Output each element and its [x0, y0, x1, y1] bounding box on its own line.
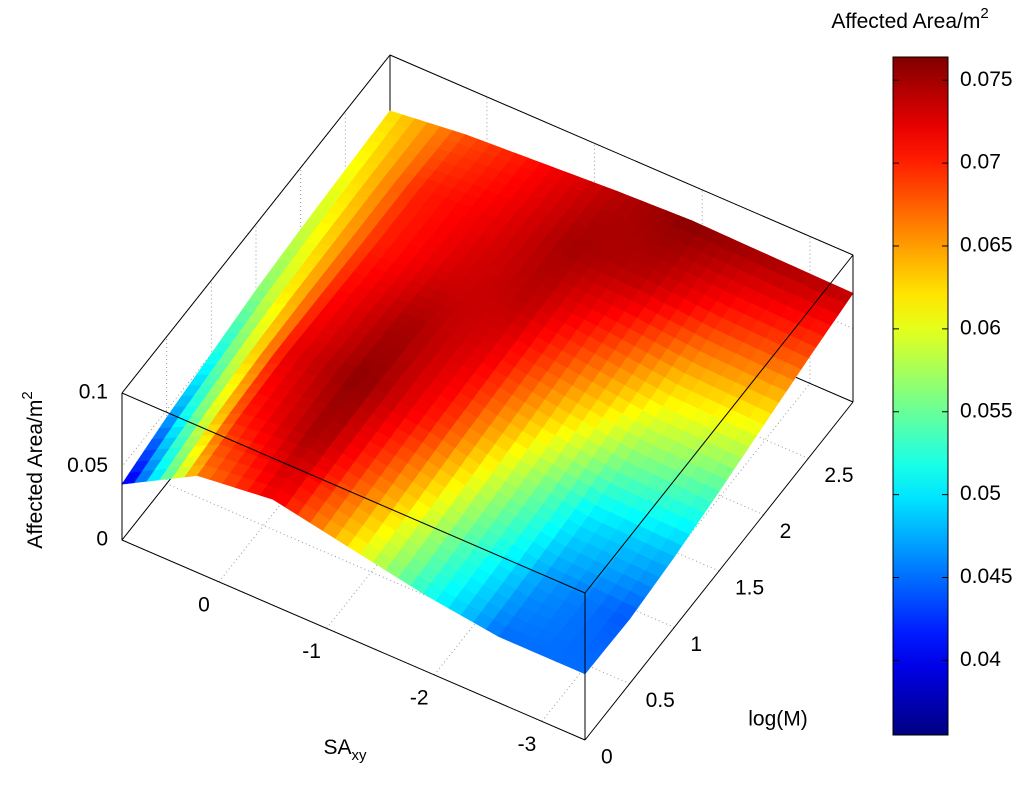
y-tick-label: 1.5	[735, 577, 764, 600]
z-axis-label-sup: 2	[19, 391, 36, 399]
x-axis-label-base: SA	[323, 736, 351, 759]
box-edge	[584, 254, 854, 594]
colorbar-tick-label: 0.05	[960, 482, 1001, 505]
colorbar-tick-label: 0.04	[960, 648, 1001, 671]
x-tick-label: 0	[198, 593, 210, 616]
colorbar-title-sup: 2	[980, 5, 988, 22]
z-axis-label: Affected Area/m2	[19, 391, 47, 548]
surface-patch	[570, 658, 593, 675]
x-tick-label: -2	[410, 686, 429, 709]
y-axis-label: log(M)	[748, 708, 808, 731]
colorbar-title-base: Affected Area/m	[831, 10, 980, 33]
colorbar-tick-label: 0.07	[960, 151, 1001, 174]
colorbar-tick-label: 0.075	[960, 68, 1013, 91]
z-axis-label-base: Affected Area/m	[24, 400, 47, 549]
y-tick-label: 0	[601, 746, 613, 769]
y-tick-label: 2.5	[824, 464, 853, 487]
z-tick-label: 0.05	[67, 454, 108, 477]
box-edge	[389, 54, 854, 256]
box-edge	[121, 392, 586, 594]
box-edge	[121, 54, 391, 394]
y-tick-label: 2	[780, 520, 792, 543]
z-tick-label: 0.1	[79, 381, 108, 404]
colorbar-tick-label: 0.045	[960, 565, 1013, 588]
x-tick-label: -3	[518, 733, 537, 756]
z-tick-label: 0	[96, 528, 108, 551]
y-tick-label: 0.5	[646, 689, 675, 712]
y-tick-label: 1	[690, 633, 702, 656]
x-axis-label-sub: xy	[352, 747, 368, 764]
colorbar	[892, 56, 949, 736]
box-edge	[584, 401, 854, 741]
x-tick-label: -1	[302, 640, 321, 663]
colorbar-tick-label: 0.06	[960, 316, 1001, 339]
colorbar-tick-label: 0.065	[960, 234, 1013, 257]
x-axis-label: SAxy	[323, 736, 367, 764]
box-edge	[121, 539, 586, 741]
colorbar-tick-label: 0.055	[960, 399, 1013, 422]
colorbar-title: Affected Area/m2	[831, 5, 988, 33]
